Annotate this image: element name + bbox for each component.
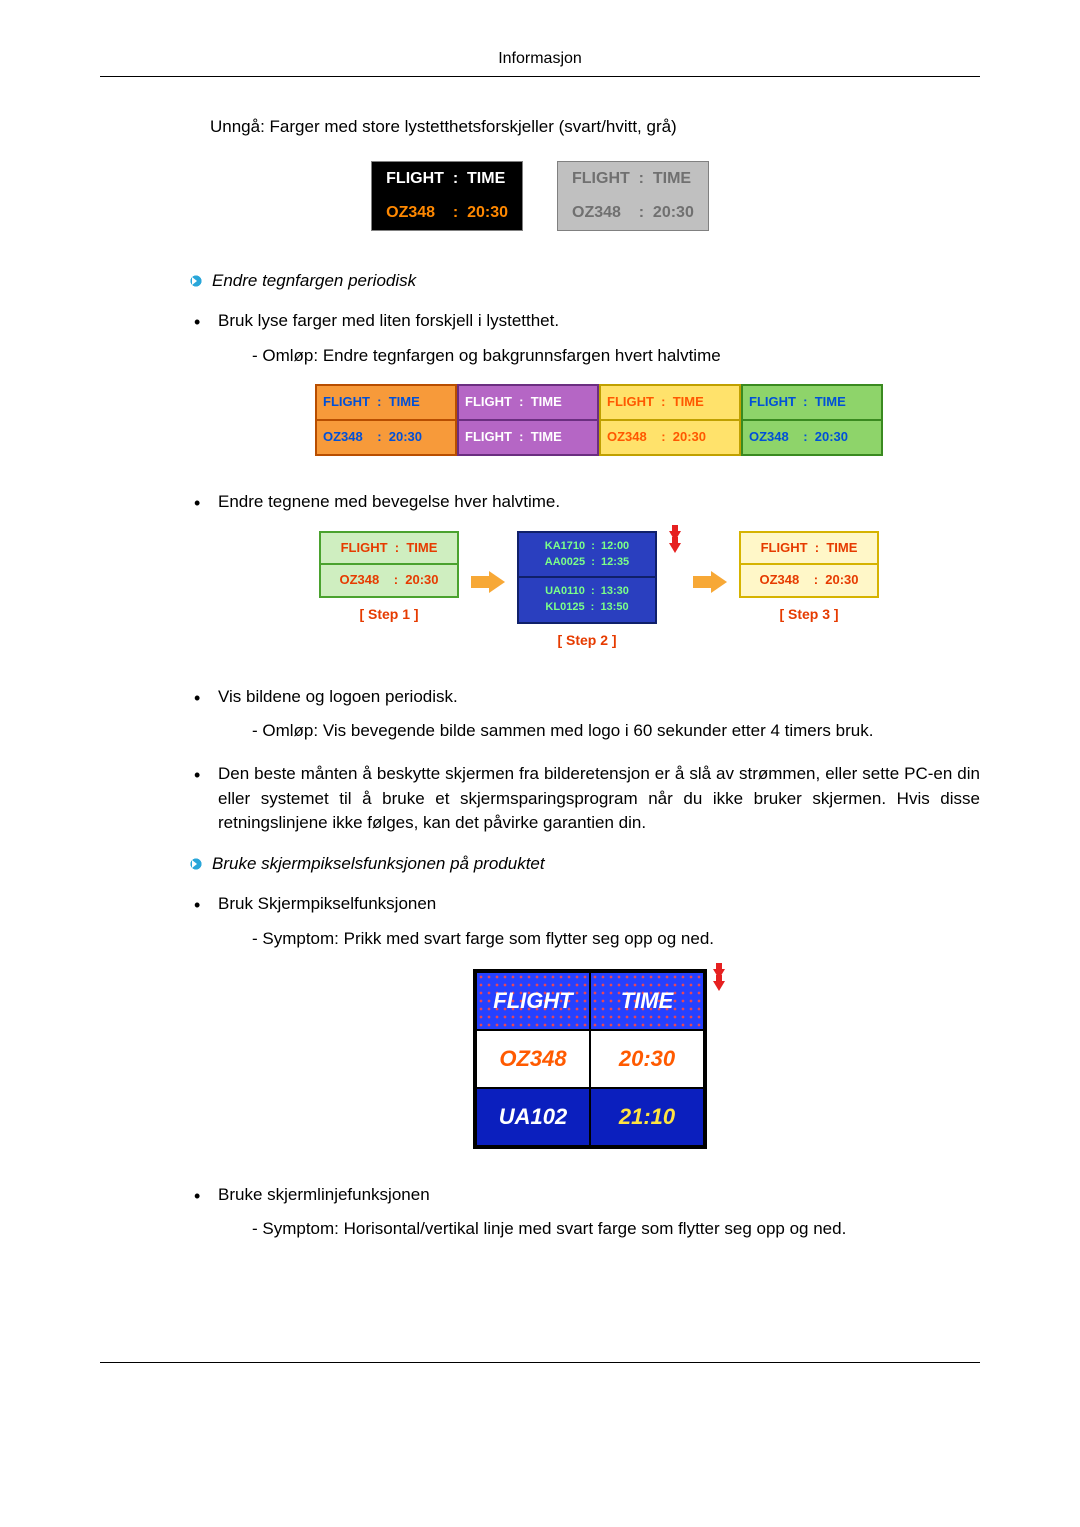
arrow-right-icon [471, 571, 505, 593]
bullet-text: Den beste månten å beskytte skjermen fra… [218, 762, 980, 836]
step-box: FLIGHT : TIME OZ348 : 20:30 [739, 531, 879, 599]
pixel-cell: OZ348 [476, 1030, 590, 1088]
bullet-item: Endre tegnene med bevegelse hver halvtim… [188, 490, 980, 651]
step-1: FLIGHT : TIME OZ348 : 20:30 [ Step 1 ] [319, 531, 459, 625]
step-label: [ Step 2 ] [517, 630, 657, 650]
bullet-item: Den beste månten å beskytte skjermen fra… [188, 762, 980, 836]
color-box-row: FLIGHT : TIME [459, 386, 597, 421]
bullet-item: Vis bildene og logoen periodisk. - Omløp… [188, 685, 980, 744]
subhead-1: Endre tegnfargen periodisk [188, 271, 980, 291]
color-box-row: FLIGHT : TIME [743, 386, 881, 421]
color-box-orange: FLIGHT : TIME OZ348 : 20:30 [315, 384, 457, 456]
flight-box-black: FLIGHT : TIME OZ348 : 20:30 [371, 161, 523, 231]
step-box-row: OZ348 : 20:30 [741, 565, 877, 596]
bullet-sub: - Symptom: Horisontal/vertikal linje med… [252, 1217, 980, 1242]
step-box-row: UA0110 : 13:30 KL0125 : 13:50 [519, 578, 655, 622]
flight-box-row: FLIGHT : TIME [372, 162, 522, 196]
bullet-item: Bruke skjermlinjefunksjonen - Symptom: H… [188, 1183, 980, 1242]
subhead-2: Bruke skjermpikselsfunksjonen på produkt… [188, 854, 980, 874]
bullet-text: Bruk Skjermpikselfunksjonen [218, 894, 436, 913]
color-box-row: OZ348 : 20:30 [743, 421, 881, 454]
bullet-text: Bruke skjermlinjefunksjonen [218, 1185, 430, 1204]
intro-text: Unngå: Farger med store lystetthetsforsk… [210, 117, 980, 137]
bullet-text: Endre tegnene med bevegelse hver halvtim… [218, 492, 560, 511]
step-box-row: FLIGHT : TIME [741, 533, 877, 566]
color-box-row: OZ348 : 20:30 [317, 421, 455, 454]
subhead-text: Endre tegnfargen periodisk [212, 271, 416, 291]
step-label: [ Step 3 ] [739, 604, 879, 624]
color-box-row: FLIGHT : TIME [317, 386, 455, 421]
page-header: Informasjon [100, 50, 980, 77]
color-box-yellow: FLIGHT : TIME OZ348 : 20:30 [599, 384, 741, 456]
step-box-row: FLIGHT : TIME [321, 533, 457, 566]
color-box-row: FLIGHT : TIME [459, 421, 597, 454]
bullet-arrow-icon [188, 856, 204, 872]
step-box-row: KA1710 : 12:00 AA0025 : 12:35 [519, 533, 655, 579]
step-label: [ Step 1 ] [319, 604, 459, 624]
color-box-green: FLIGHT : TIME OZ348 : 20:30 [741, 384, 883, 456]
footer-divider [100, 1362, 980, 1363]
color-box-row: FLIGHT : TIME [601, 386, 739, 421]
arrow-right-icon [693, 571, 727, 593]
pixel-cell: 20:30 [590, 1030, 704, 1088]
arrow-down-icon [669, 531, 681, 553]
step-figure: FLIGHT : TIME OZ348 : 20:30 [ Step 1 ] K… [218, 531, 980, 651]
contrast-figure: FLIGHT : TIME OZ348 : 20:30 FLIGHT : TIM… [100, 161, 980, 231]
flight-box-row: FLIGHT : TIME [558, 162, 708, 196]
bullet-item: Bruk Skjermpikselfunksjonen - Symptom: P… [188, 892, 980, 1149]
step-box-row: OZ348 : 20:30 [321, 565, 457, 596]
four-color-figure: FLIGHT : TIME OZ348 : 20:30 FLIGHT : TIM… [218, 384, 980, 456]
flight-box-gray: FLIGHT : TIME OZ348 : 20:30 [557, 161, 709, 231]
flight-box-row: OZ348 : 20:30 [558, 196, 708, 230]
step-box: FLIGHT : TIME OZ348 : 20:30 [319, 531, 459, 599]
bullet-sub: - Omløp: Endre tegnfargen og bakgrunnsfa… [252, 344, 980, 369]
bullet-text: Bruk lyse farger med liten forskjell i l… [218, 311, 559, 330]
pixel-cell: 21:10 [590, 1088, 704, 1146]
pixel-header-cell: FLIGHT [476, 972, 590, 1030]
pixel-table: FLIGHT TIME OZ348 20:30 UA102 21:10 [473, 969, 707, 1149]
flight-box-row: OZ348 : 20:30 [372, 196, 522, 230]
pixel-figure: FLIGHT TIME OZ348 20:30 UA102 21:10 [218, 969, 980, 1149]
pixel-cell: UA102 [476, 1088, 590, 1146]
bullet-text: Vis bildene og logoen periodisk. [218, 687, 458, 706]
bullet-sub: - Omløp: Vis bevegende bilde sammen med … [252, 719, 980, 744]
arrow-down-icon [713, 969, 725, 991]
pixel-header-cell: TIME [590, 972, 704, 1030]
color-box-row: OZ348 : 20:30 [601, 421, 739, 454]
bullet-item: Bruk lyse farger med liten forskjell i l… [188, 309, 980, 456]
bullet-sub: - Symptom: Prikk med svart farge som fly… [252, 927, 980, 952]
color-box-purple: FLIGHT : TIME FLIGHT : TIME [457, 384, 599, 456]
step-3: FLIGHT : TIME OZ348 : 20:30 [ Step 3 ] [739, 531, 879, 625]
step-box: KA1710 : 12:00 AA0025 : 12:35 UA0110 : 1… [517, 531, 657, 625]
step-2: KA1710 : 12:00 AA0025 : 12:35 UA0110 : 1… [517, 531, 657, 651]
subhead-text: Bruke skjermpikselsfunksjonen på produkt… [212, 854, 545, 874]
bullet-arrow-icon [188, 273, 204, 289]
